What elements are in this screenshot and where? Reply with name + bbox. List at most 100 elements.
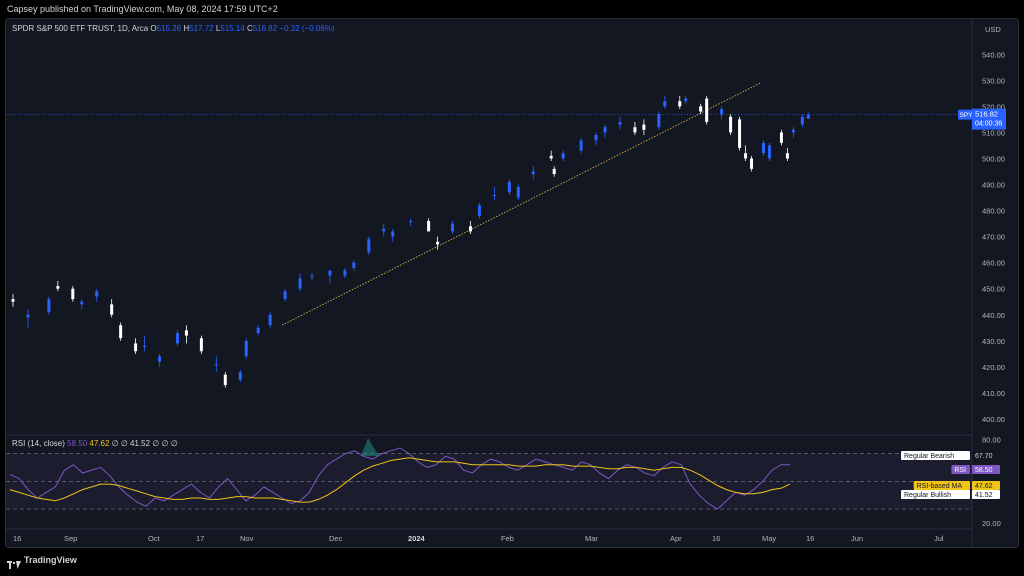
rsi-header-ma-value: 47.62 [87, 439, 110, 448]
candle-body [699, 106, 703, 112]
last-price-value: 516.82 [975, 110, 998, 119]
price-tick-label: 490.00 [982, 181, 1005, 190]
rsi-tag-label-bg [901, 490, 970, 499]
candle-body [451, 223, 455, 232]
header-c-label: C [245, 24, 253, 33]
candle-body [56, 286, 60, 289]
chart-frame[interactable]: USD 540.00 530.00 520.00 510.00 500.00 490.00 4… [5, 18, 1019, 548]
price-tick-label: 520.00 [982, 102, 1005, 111]
publisher-line: Capsey published on TradingView.com, May… [0, 0, 1024, 18]
rsi-tag-value-bg [972, 465, 1000, 474]
time-label: Apr [670, 534, 682, 543]
rsi-tag-value-bg [972, 481, 1000, 490]
last-price-box [972, 108, 1006, 130]
rsi-header-bull-value: 41.52 [128, 439, 151, 448]
candle-body [298, 278, 302, 289]
rsi-header-na-5: ∅ [168, 439, 177, 448]
candle-body [791, 129, 795, 133]
rsi-tick-label: 80.00 [982, 436, 1001, 445]
price-tick-label: 460.00 [982, 259, 1005, 268]
candle-body [705, 98, 709, 122]
candle-body [11, 299, 15, 302]
time-label: Nov [240, 534, 254, 543]
header-title: SPDR S&P 500 ETF TRUST, 1D, Arca [12, 24, 149, 33]
candle-body [779, 132, 783, 143]
symbol-tag: SPY [960, 112, 974, 119]
time-label: Mar [585, 534, 598, 543]
candle-body [477, 205, 481, 216]
rsi-header-na-2: ∅ [119, 439, 128, 448]
rsi-tag-value-bg [972, 490, 1000, 499]
candle-body [367, 239, 371, 253]
rsi-tag-label: Regular Bullish [904, 492, 951, 499]
tradingview-logo-icon[interactable] [7, 556, 21, 569]
candle-body [214, 364, 218, 366]
header-h-value: 517.72 [189, 24, 214, 33]
rsi-tag-value: 41.52 [975, 492, 993, 499]
candle-body [26, 314, 30, 318]
rsi-header-title: RSI (14, close) [12, 439, 65, 448]
rsi-tag-label-bg [913, 481, 970, 490]
rsi-tag-value: 58.50 [975, 467, 993, 474]
candle-body [684, 98, 688, 102]
price-tick-label: 440.00 [982, 311, 1005, 320]
time-label: 2024 [408, 534, 426, 543]
rsi-tick-label: 20.00 [982, 519, 1001, 528]
candle-body [244, 340, 248, 357]
candle-body [516, 187, 520, 198]
rsi-header-na-3: ∅ [150, 439, 159, 448]
candle-body [642, 124, 646, 130]
currency-label: USD [985, 25, 1001, 34]
candle-body [531, 171, 535, 175]
rsi-pane [6, 438, 972, 510]
header-c-value: 516.82 [253, 24, 278, 33]
price-tick-label: 500.00 [982, 154, 1005, 163]
time-label: 17 [196, 534, 204, 543]
rsi-tag-value: 47.62 [975, 483, 993, 490]
header-o-label: O [148, 24, 156, 33]
time-label: Oct [148, 534, 161, 543]
candle-body [199, 338, 203, 352]
rsi-tag-label-bg [901, 451, 970, 460]
candle-body [800, 116, 804, 125]
candle-body [579, 140, 583, 151]
candle-body [409, 220, 413, 222]
time-label: Dec [329, 534, 343, 543]
rsi-tag-label: RSI [954, 467, 966, 474]
header-change: −0.32 (−0.06%) [277, 24, 335, 33]
candle-body [268, 314, 272, 326]
candle-body [382, 228, 386, 232]
candle-body [738, 119, 742, 149]
time-label: Jun [851, 534, 863, 543]
candle-body [767, 145, 771, 159]
candle-body [678, 101, 682, 107]
price-tick-label: 420.00 [982, 363, 1005, 372]
rsi-header-na-4: ∅ [159, 439, 168, 448]
tradingview-brand[interactable]: TradingView [24, 555, 77, 565]
time-label: Sep [64, 534, 77, 543]
candle-body [134, 343, 138, 352]
time-label: May [762, 534, 776, 543]
candle-body [720, 108, 724, 115]
candle-body [436, 241, 440, 245]
candle-body [119, 325, 123, 339]
price-tick-label: 540.00 [982, 50, 1005, 59]
symbol-header: SPDR S&P 500 ETF TRUST, 1D, Arca O515.26… [12, 24, 335, 33]
candle-body [507, 181, 511, 193]
candle-body [184, 330, 188, 336]
plot-background [6, 19, 1018, 547]
candle-body [71, 288, 75, 300]
price-tick-label: 450.00 [982, 285, 1005, 294]
price-tick-label: 400.00 [982, 415, 1005, 424]
chart-canvas[interactable]: USD 540.00 530.00 520.00 510.00 500.00 490.00 4… [6, 19, 1018, 547]
rsi-header-na-1: ∅ [109, 439, 118, 448]
time-label: 16 [13, 534, 21, 543]
candle-body [561, 153, 565, 159]
candle-body [391, 231, 395, 237]
candle-body [47, 299, 51, 313]
price-tick-label: 510.00 [982, 128, 1005, 137]
candle-body [175, 332, 179, 344]
rsi-tag-value: 67.70 [975, 453, 993, 460]
rsi-header-rsi-value: 58.50 [65, 439, 88, 448]
countdown-value: 04:00:36 [975, 121, 1002, 128]
